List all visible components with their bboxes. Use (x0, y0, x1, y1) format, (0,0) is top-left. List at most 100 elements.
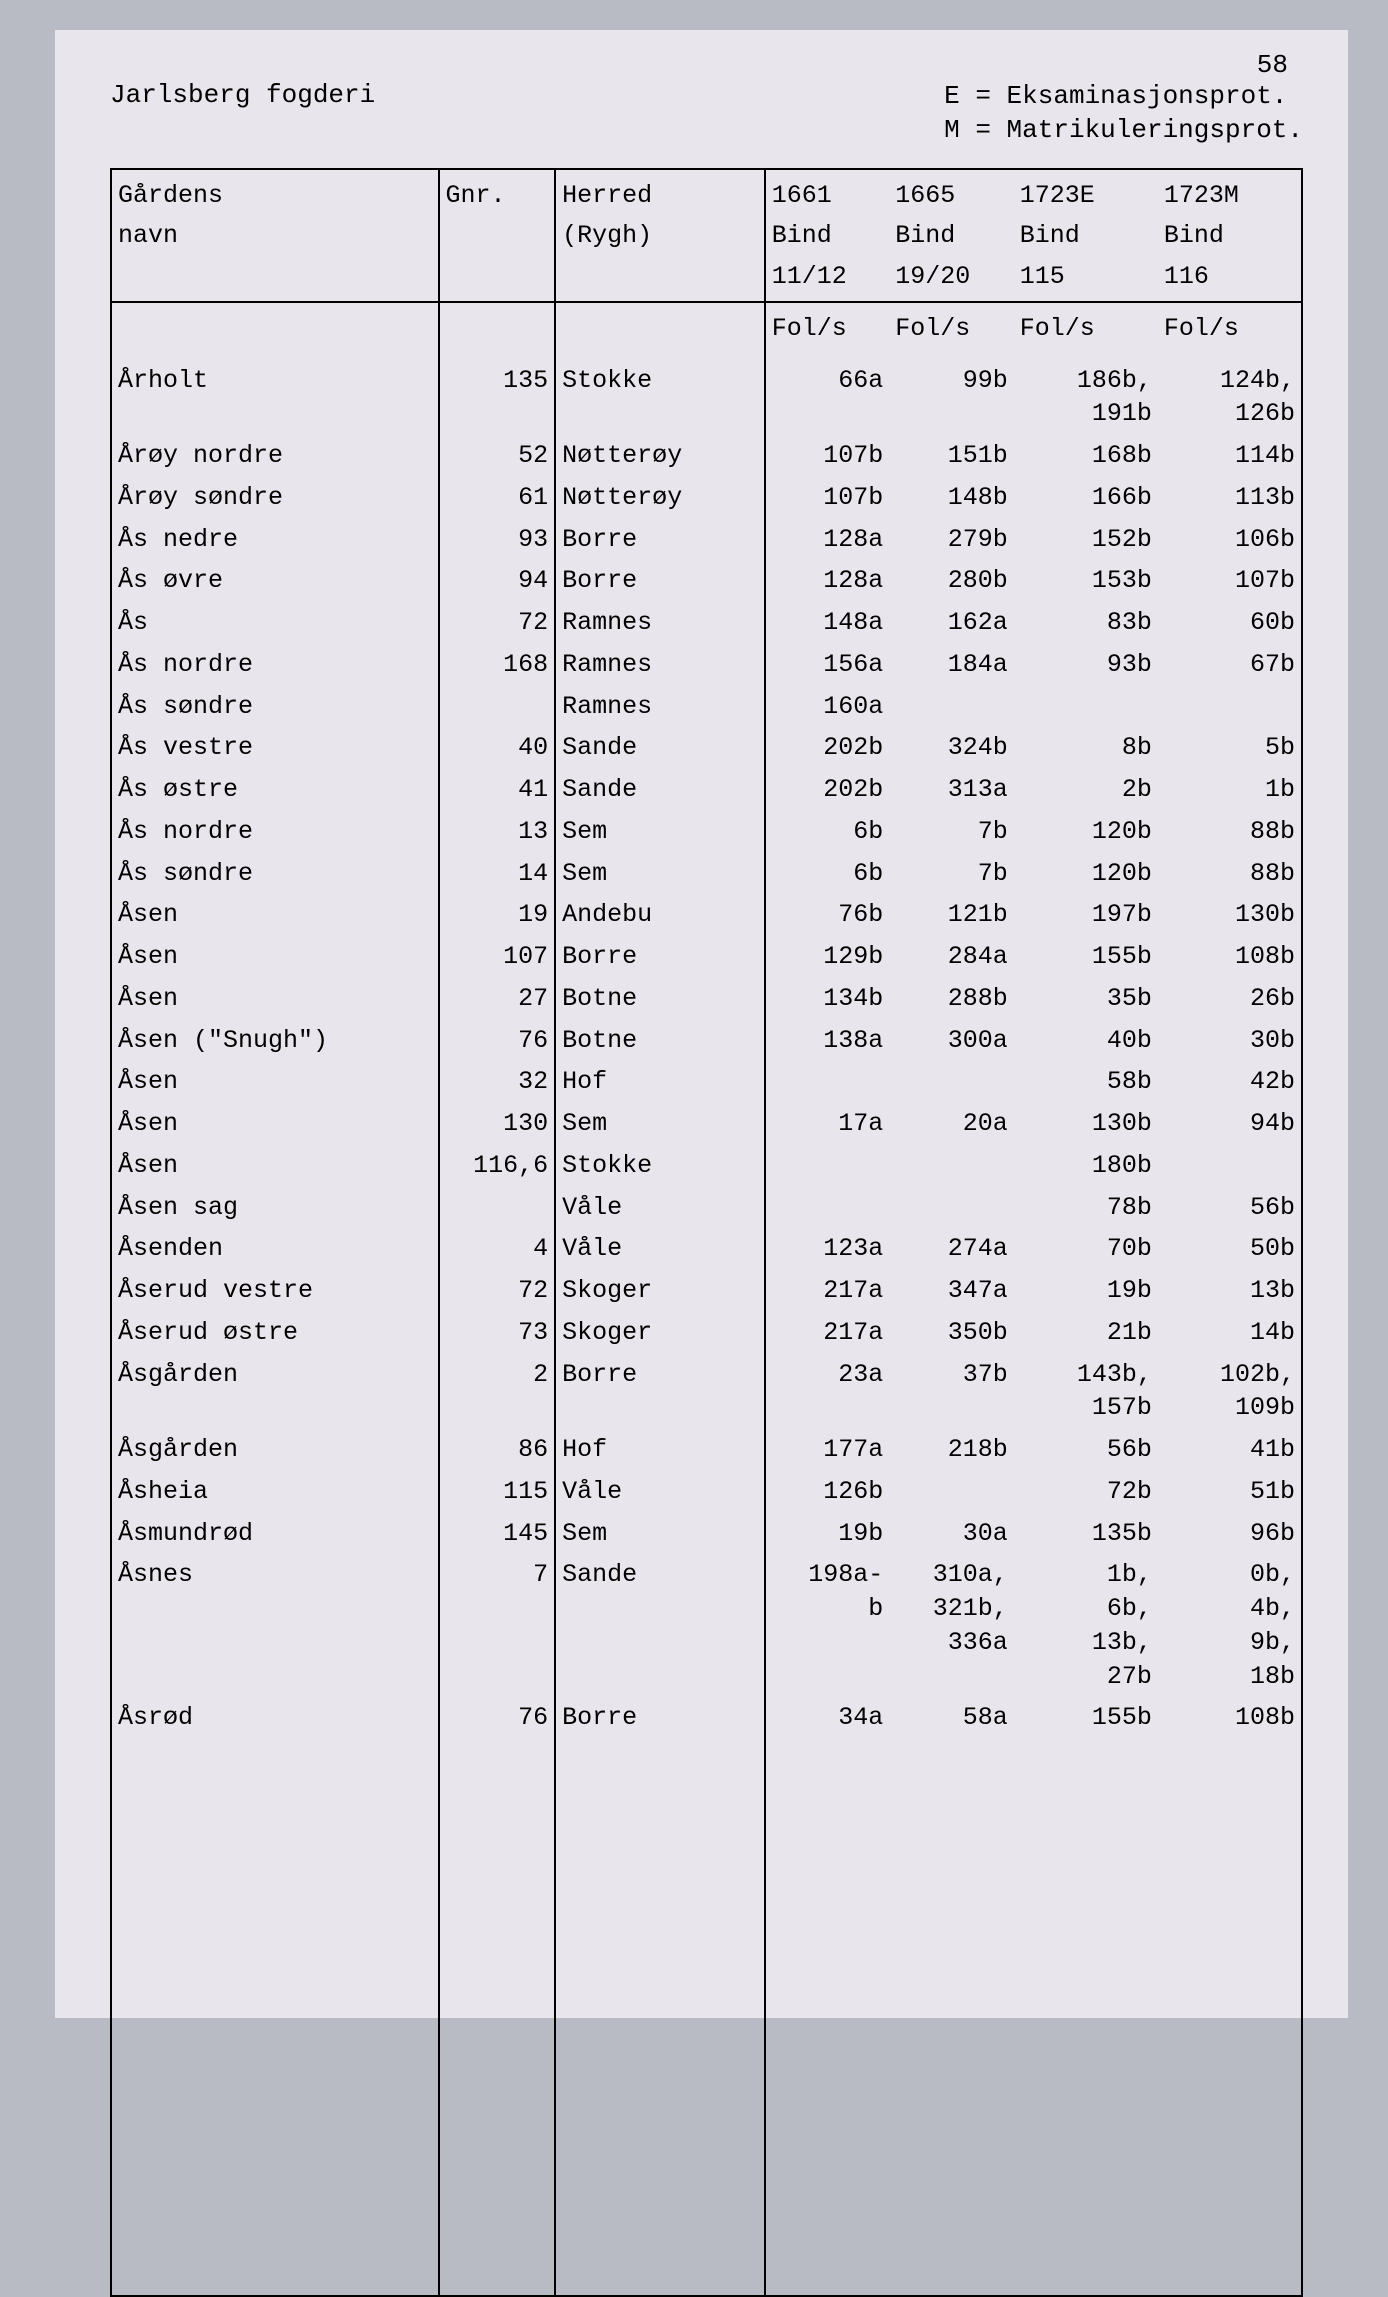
cell-1723e: 120b (1014, 853, 1158, 895)
legend-line-2: M = Matrikuleringsprot. (944, 114, 1303, 148)
cell-1723e: 93b (1014, 644, 1158, 686)
cell-name: Årøy søndre (111, 477, 439, 519)
cell-1661: 6b (765, 853, 889, 895)
cell-1723e: 72b (1014, 1471, 1158, 1513)
cell-1723e: 153b (1014, 560, 1158, 602)
cell-1723m: 108b (1158, 1697, 1302, 2296)
cell-1723e: 19b (1014, 1270, 1158, 1312)
table-row: Åsen130Sem17a20a130b94b (111, 1103, 1302, 1145)
page-number: 58 (1257, 50, 1288, 80)
cell-gnr: 52 (439, 435, 556, 477)
cell-1723e: 8b (1014, 727, 1158, 769)
cell-name: Ås vestre (111, 727, 439, 769)
page-header: Jarlsberg fogderi E = Eksaminasjonsprot.… (110, 80, 1303, 148)
cell-1665: 288b (889, 978, 1013, 1020)
cell-1723e: 143b, 157b (1014, 1354, 1158, 1430)
cell-1723m: 5b (1158, 727, 1302, 769)
col-sub-fols-4: Fol/s (1158, 302, 1302, 360)
cell-1661: 138a (765, 1020, 889, 1062)
cell-1665: 20a (889, 1103, 1013, 1145)
cell-1723e: 58b (1014, 1061, 1158, 1103)
cell-1723e: 130b (1014, 1103, 1158, 1145)
cell-1723e: 135b (1014, 1513, 1158, 1555)
cell-1661: 177a (765, 1429, 889, 1471)
cell-1665: 347a (889, 1270, 1013, 1312)
region-title: Jarlsberg fogderi (110, 80, 375, 148)
cell-name: Årøy nordre (111, 435, 439, 477)
cell-1665: 58a (889, 1697, 1013, 2296)
cell-gnr: 61 (439, 477, 556, 519)
cell-1661 (765, 1061, 889, 1103)
cell-herred: Stokke (555, 360, 765, 436)
cell-gnr: 41 (439, 769, 556, 811)
cell-1723e: 35b (1014, 978, 1158, 1020)
cell-1661: 129b (765, 936, 889, 978)
table-row: Årøy søndre61Nøtterøy107b148b166b113b (111, 477, 1302, 519)
cell-1665: 284a (889, 936, 1013, 978)
cell-herred: Sem (555, 853, 765, 895)
cell-1723m: 13b (1158, 1270, 1302, 1312)
cell-1665: 148b (889, 477, 1013, 519)
col-header-gnr: Gnr. (439, 169, 556, 217)
cell-name: Åsen (111, 1061, 439, 1103)
cell-name: Åserud østre (111, 1312, 439, 1354)
cell-herred: Borre (555, 1354, 765, 1430)
table-row: Åsen19Andebu76b121b197b130b (111, 894, 1302, 936)
table-row: Åsrød76Borre34a58a155b108b (111, 1697, 1302, 2296)
cell-1723m: 124b, 126b (1158, 360, 1302, 436)
cell-1665: 350b (889, 1312, 1013, 1354)
cell-1723m: 113b (1158, 477, 1302, 519)
table-row: Ås72Ramnes148a162a83b60b (111, 602, 1302, 644)
cell-gnr: 107 (439, 936, 556, 978)
cell-1723m: 14b (1158, 1312, 1302, 1354)
col-sub-fols-1: Fol/s (765, 302, 889, 360)
cell-name: Åsen sag (111, 1187, 439, 1229)
cell-1661: 202b (765, 727, 889, 769)
cell-1723m (1158, 1145, 1302, 1187)
cell-gnr: 145 (439, 1513, 556, 1555)
cell-1723m: 1b (1158, 769, 1302, 811)
cell-1665: 300a (889, 1020, 1013, 1062)
cell-name: Åsnes (111, 1554, 439, 1697)
cell-1723m: 94b (1158, 1103, 1302, 1145)
cell-1661: 128a (765, 560, 889, 602)
cell-1665 (889, 1471, 1013, 1513)
cell-1661: 217a (765, 1270, 889, 1312)
cell-herred: Hof (555, 1429, 765, 1471)
cell-name: Ås søndre (111, 853, 439, 895)
cell-herred: Sande (555, 727, 765, 769)
cell-name: Åsen (111, 936, 439, 978)
cell-name: Ås øvre (111, 560, 439, 602)
table-row: Ås søndre14Sem6b7b120b88b (111, 853, 1302, 895)
cell-1661: 202b (765, 769, 889, 811)
cell-1665: 324b (889, 727, 1013, 769)
cell-1723m: 41b (1158, 1429, 1302, 1471)
col-header-1723m: 1723M (1158, 169, 1302, 217)
cell-1665: 218b (889, 1429, 1013, 1471)
cell-gnr: 72 (439, 1270, 556, 1312)
col-header-bind-1723m: Bind (1158, 216, 1302, 257)
table-row: Ås vestre40Sande202b324b8b5b (111, 727, 1302, 769)
cell-1723e: 155b (1014, 1697, 1158, 2296)
cell-herred: Borre (555, 519, 765, 561)
col-header-bind-1723e: Bind (1014, 216, 1158, 257)
cell-1723e: 70b (1014, 1228, 1158, 1270)
cell-name: Ås (111, 602, 439, 644)
col-header-name-l2: navn (111, 216, 439, 257)
cell-1723m: 96b (1158, 1513, 1302, 1555)
cell-1665: 274a (889, 1228, 1013, 1270)
cell-1723e: 56b (1014, 1429, 1158, 1471)
table-body: Årholt135Stokke66a99b186b, 191b124b, 126… (111, 360, 1302, 2297)
cell-1661: 126b (765, 1471, 889, 1513)
cell-1661: 107b (765, 477, 889, 519)
cell-name: Åsen (111, 1103, 439, 1145)
cell-gnr: 14 (439, 853, 556, 895)
col-header-name: Gårdens (111, 169, 439, 217)
cell-gnr: 72 (439, 602, 556, 644)
cell-1723m: 114b (1158, 435, 1302, 477)
cell-name: Åsen ("Snugh") (111, 1020, 439, 1062)
cell-gnr: 40 (439, 727, 556, 769)
col-header-herred-l2: (Rygh) (555, 216, 765, 257)
cell-1723m: 26b (1158, 978, 1302, 1020)
cell-1661: 160a (765, 686, 889, 728)
